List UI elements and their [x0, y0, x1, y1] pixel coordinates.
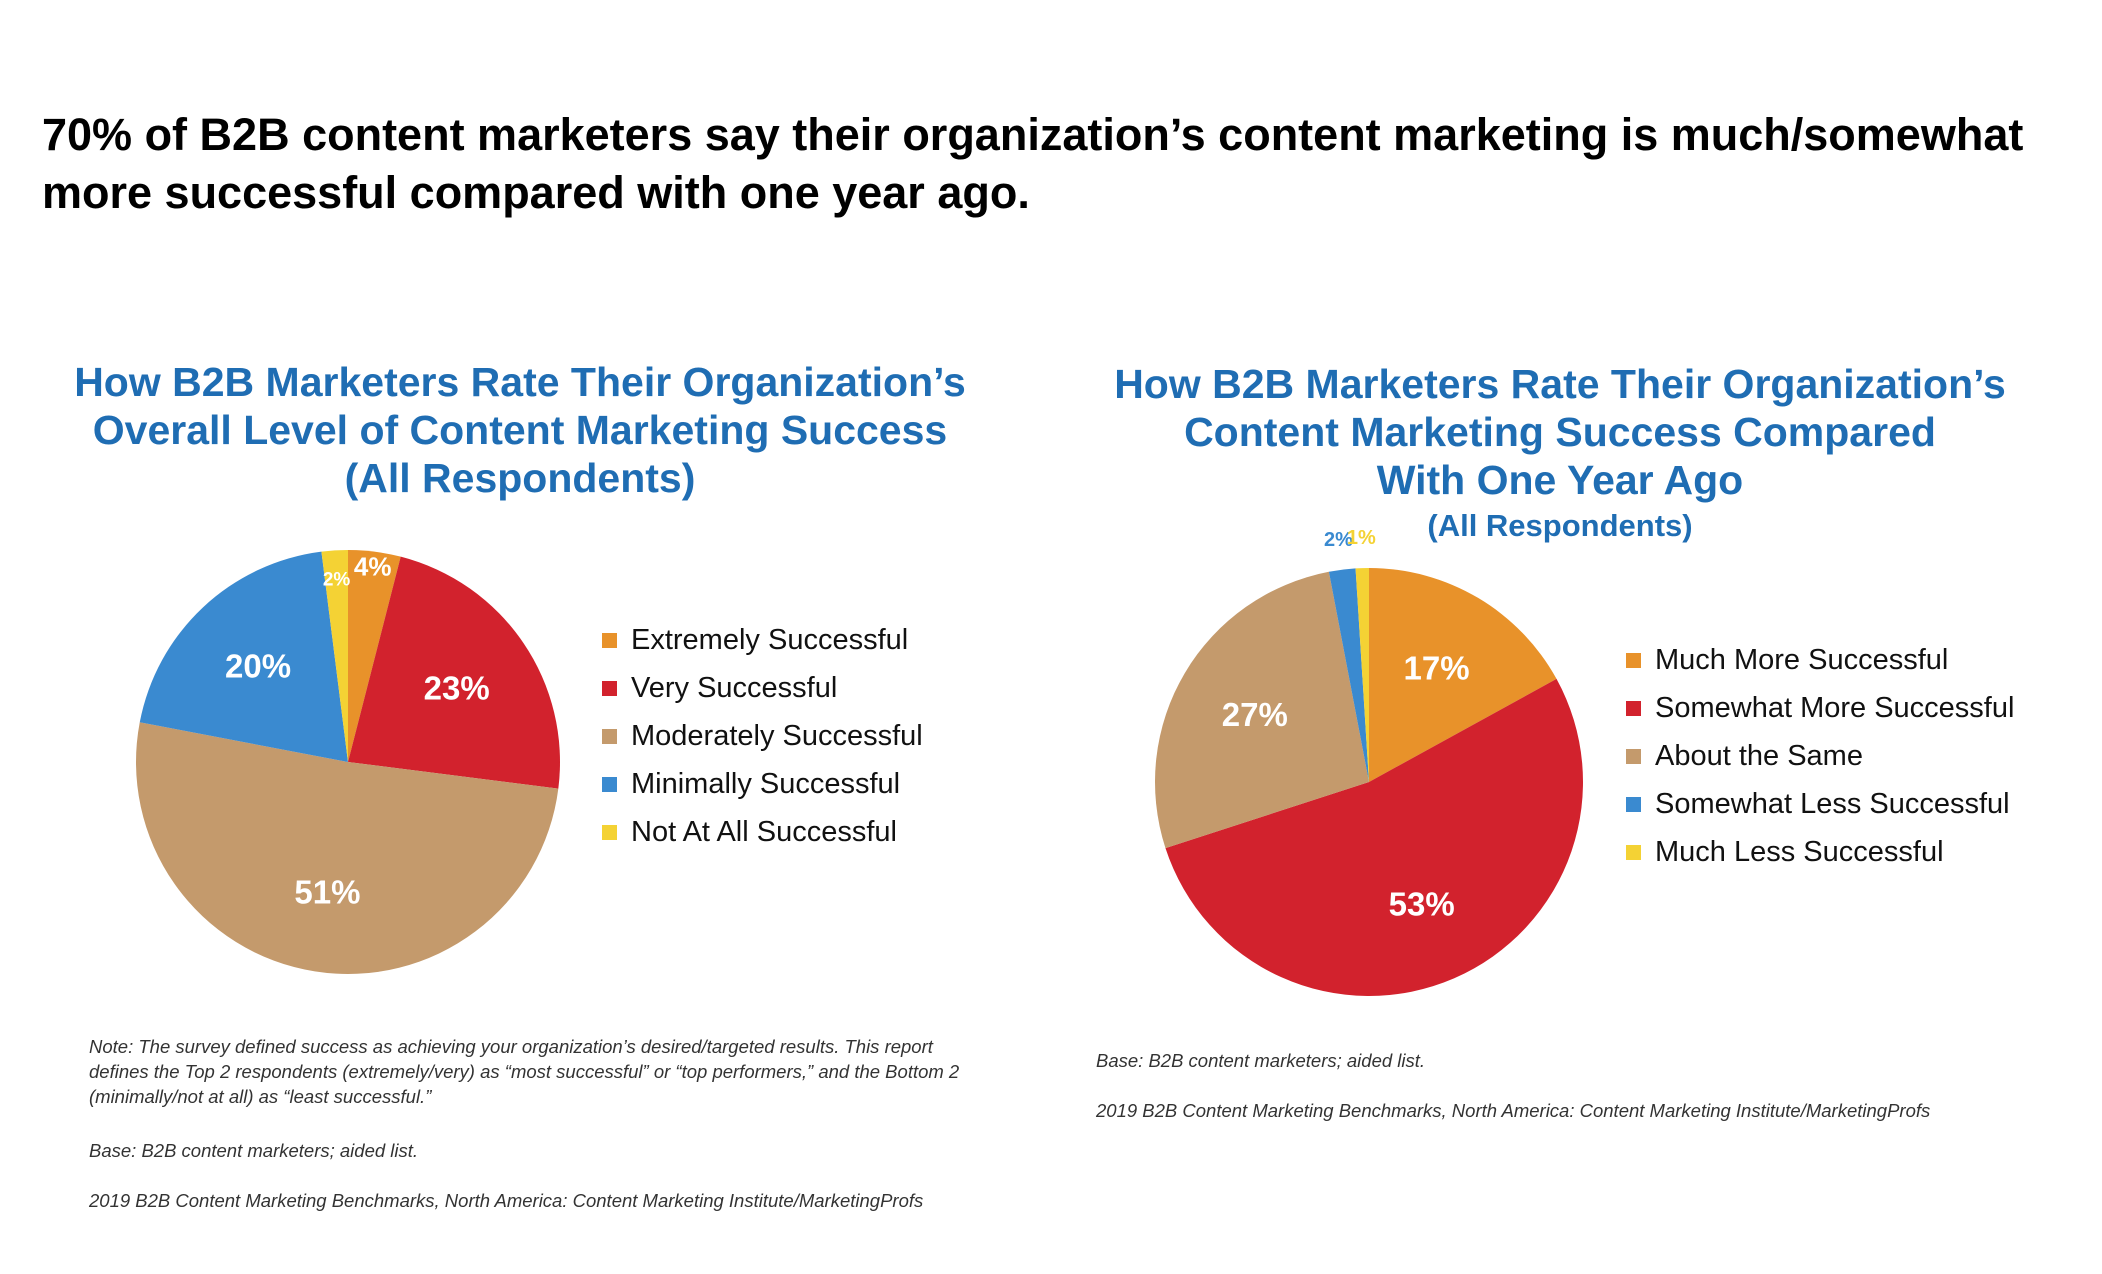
pie-chart: 4% 23% 51% 20% 2% — [135, 550, 560, 975]
pie-slice-somewhat-more-successful — [1165, 678, 1583, 997]
chart-subtitle: (All Respondents) — [1427, 508, 1693, 543]
legend: Extremely Successful Very Successful Moder… — [602, 616, 923, 856]
legend-label: Not At All Successful — [631, 815, 897, 848]
pie-slice-moderately-successful — [135, 722, 559, 975]
slice-label-somewhat-less-successful: 2% — [1324, 529, 1353, 551]
legend-item-somewhat-more-successful: Somewhat More Successful — [1626, 684, 2014, 732]
base-text: Base: B2B content marketers; aided list. — [89, 1140, 419, 1161]
legend-swatch — [602, 680, 617, 696]
legend-swatch — [602, 824, 617, 840]
legend-item-much-more-successful: Much More Successful — [1626, 636, 2014, 684]
legend-item-somewhat-less-successful: Somewhat Less Successful — [1626, 780, 2014, 828]
legend-item-not-at-all-successful: Not At All Successful — [602, 808, 923, 856]
legend-swatch — [1626, 700, 1641, 716]
pie-slice-much-less-successful — [1355, 568, 1369, 782]
legend-label: Much Less Successful — [1655, 835, 1944, 868]
slice-label-extremely-successful: 4% — [354, 551, 392, 581]
headline: 70% of B2B content marketers say their o… — [42, 109, 2024, 218]
legend-item-extremely-successful: Extremely Successful — [602, 616, 923, 664]
legend-label: Somewhat Less Successful — [1655, 787, 2010, 820]
legend-swatch — [1626, 796, 1641, 812]
legend-item-about-the-same: About the Same — [1626, 732, 2014, 780]
pie-slice-extremely-successful — [348, 550, 401, 762]
slice-label-not-at-all-successful: 2% — [323, 570, 351, 591]
legend-swatch — [602, 776, 617, 792]
slice-label-somewhat-more-successful: 53% — [1389, 885, 1455, 922]
title-line: Overall Level of Content Marketing Succe… — [92, 407, 948, 453]
legend-item-minimally-successful: Minimally Successful — [602, 760, 923, 808]
legend-swatch — [1626, 748, 1641, 764]
source-text: 2019 B2B Content Marketing Benchmarks, N… — [1096, 1100, 1931, 1121]
legend-item-very-successful: Very Successful — [602, 664, 923, 712]
pie-slice-minimally-successful — [139, 551, 348, 762]
legend-label: Somewhat More Successful — [1655, 691, 2015, 724]
title-line: Content Marketing Success Compared — [1184, 409, 1936, 455]
legend-swatch — [602, 728, 617, 744]
chart-title: How B2B Marketers Rate Their Organizatio… — [1060, 360, 2060, 504]
title-line: How B2B Marketers Rate Their Organizatio… — [1114, 361, 2006, 407]
legend: Much More Successful Somewhat More Succes… — [1626, 636, 2014, 876]
title-line: With One Year Ago — [1376, 457, 1744, 503]
pie-slice-not-at-all-successful — [321, 550, 348, 762]
legend-label: Very Successful — [631, 671, 838, 704]
legend-label: About the Same — [1655, 739, 1863, 772]
legend-item-much-less-successful: Much Less Successful — [1626, 828, 2014, 876]
slice-label-much-more-successful: 17% — [1404, 649, 1470, 686]
slice-label-very-successful: 23% — [424, 670, 490, 707]
pie-slice-somewhat-less-successful — [1328, 568, 1369, 782]
chart-title: How B2B Marketers Rate Their Organizatio… — [40, 358, 1000, 502]
pie-slice-very-successful — [348, 556, 560, 789]
slice-label-minimally-successful: 20% — [225, 648, 291, 685]
legend-item-moderately-successful: Moderately Successful — [602, 712, 923, 760]
legend-label: Moderately Successful — [631, 719, 923, 752]
legend-swatch — [1626, 844, 1641, 860]
legend-label: Extremely Successful — [631, 623, 909, 656]
legend-label: Much More Successful — [1655, 643, 1949, 676]
slice-label-much-less-successful: 1% — [1347, 527, 1376, 549]
legend-swatch — [602, 632, 617, 648]
title-line: (All Respondents) — [344, 455, 696, 501]
pie-slice-about-the-same — [1155, 571, 1369, 849]
title-line: How B2B Marketers Rate Their Organizatio… — [74, 359, 966, 405]
source-text: 2019 B2B Content Marketing Benchmarks, N… — [89, 1190, 924, 1211]
legend-label: Minimally Successful — [631, 767, 901, 800]
legend-swatch — [1626, 652, 1641, 668]
note-text: Note: The survey defined success as achi… — [89, 1036, 960, 1107]
pie-slice-much-more-successful — [1369, 568, 1557, 782]
slice-label-about-the-same: 27% — [1222, 696, 1288, 733]
slice-label-moderately-successful: 51% — [294, 873, 360, 910]
base-text: Base: B2B content marketers; aided list. — [1096, 1050, 1426, 1071]
pie-chart: 17% 53% 27% 2%1% — [1155, 527, 1583, 997]
